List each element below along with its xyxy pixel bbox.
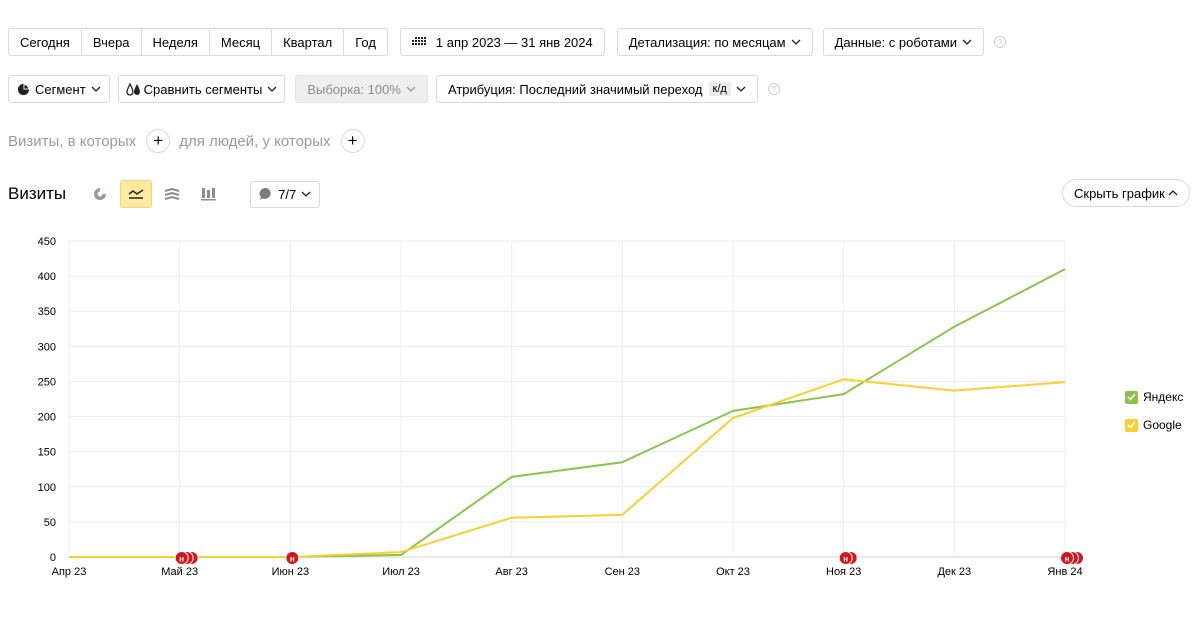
note-marker (174, 551, 189, 565)
data-label: Данные: с роботами (834, 34, 957, 50)
y-tick-label: 400 (38, 271, 56, 283)
note-marker (285, 551, 300, 565)
chevron-down-icon (962, 39, 972, 45)
visits-filter-label: Визиты, в которых (8, 132, 137, 150)
x-tick-label: Дек 23 (937, 566, 971, 578)
add-people-condition-button[interactable]: + (340, 129, 365, 153)
bar-chart-icon (200, 188, 216, 201)
comments-dropdown[interactable]: 7/7 (250, 180, 321, 208)
compare-segments-dropdown[interactable]: Сравнить сегменты (117, 75, 286, 103)
series-line-Яндекс (69, 268, 1066, 558)
view-pie-button[interactable] (84, 180, 116, 208)
chevron-down-icon (301, 191, 311, 197)
legend-label: Яндекс (1143, 390, 1184, 404)
period-month-button[interactable]: Месяц (210, 29, 273, 55)
checkbox-checked-icon (1125, 418, 1138, 432)
legend-item-yandex[interactable]: Яндекс (1125, 390, 1183, 404)
y-tick-label: 100 (38, 482, 56, 494)
y-tick-label: 0 (50, 552, 56, 564)
note-marker-label: н (843, 555, 848, 564)
sample-label: Выборка: 100% (307, 81, 401, 97)
x-tick-label: Сен 23 (605, 566, 640, 578)
pie-chart-icon (94, 188, 107, 200)
compare-label: Сравнить сегменты (143, 81, 263, 97)
add-visit-condition-button[interactable]: + (146, 129, 171, 153)
note-marker-label: н (1065, 555, 1070, 564)
period-today-button[interactable]: Сегодня (9, 29, 82, 55)
period-toolbar: Сегодня Вчера Неделя Месяц Квартал Год 1… (8, 28, 1006, 56)
x-tick-label: Ноя 23 (826, 566, 861, 578)
hide-chart-label: Скрыть график (1074, 185, 1165, 201)
date-range-button[interactable]: 1 апр 2023 — 31 янв 2024 (399, 28, 605, 56)
y-tick-label: 250 (38, 376, 56, 388)
chevron-down-icon (91, 86, 101, 92)
compare-drops-icon (126, 82, 140, 96)
detail-label: Детализация: по месяцам (628, 34, 786, 50)
hide-chart-button[interactable]: Скрыть график (1062, 179, 1190, 207)
y-tick-label: 450 (38, 236, 56, 248)
note-marker-label: н (179, 555, 184, 564)
data-dropdown[interactable]: Данные: с роботами (822, 28, 984, 56)
segment-dropdown[interactable]: Сегмент (8, 75, 110, 103)
people-filter-label: для людей, у которых (179, 132, 331, 150)
area-chart-icon (164, 187, 180, 200)
line-chart-icon (128, 189, 144, 199)
attribution-badge: к/д (708, 82, 731, 96)
y-tick-label: 300 (38, 341, 56, 353)
segment-toolbar: Сегмент Сравнить сегменты Выборка: 100% … (8, 75, 780, 103)
period-quarter-button[interactable]: Квартал (272, 29, 345, 55)
x-tick-label: Янв 24 (1047, 566, 1082, 578)
page-title: Визиты (8, 184, 67, 203)
period-year-button[interactable]: Год (355, 34, 376, 50)
attribution-dropdown[interactable]: Атрибуция: Последний значимый переход к/… (435, 75, 758, 103)
chevron-down-icon (791, 39, 801, 45)
x-tick-label: Июн 23 (272, 566, 310, 578)
note-marker (838, 551, 853, 565)
visits-chart: 0 50 100 150 200 250 300 350 400 450 Апр 23 Май 23 И… (0, 226, 1200, 596)
period-yesterday-button[interactable]: Вчера (82, 29, 142, 55)
chevron-down-icon (736, 86, 746, 92)
x-tick-label: Июл 23 (382, 566, 420, 578)
filter-row: Визиты, в которых + для людей, у которых… (8, 129, 374, 153)
y-tick-label: 200 (38, 412, 56, 424)
comment-icon (259, 187, 271, 200)
plus-icon: + (347, 131, 358, 150)
view-area-button[interactable] (156, 180, 188, 208)
chevron-down-icon (267, 86, 277, 92)
pie-segment-icon (17, 83, 30, 95)
legend-item-google[interactable]: Google (1125, 418, 1183, 432)
legend-label: Google (1143, 418, 1182, 432)
view-line-button[interactable] (120, 180, 153, 208)
calendar-grid-icon (411, 37, 426, 45)
attribution-label: Атрибуция: Последний значимый переход (447, 81, 703, 97)
segment-label: Сегмент (35, 81, 86, 97)
help-icon[interactable]: ? (994, 36, 1006, 48)
x-tick-label: Окт 23 (716, 566, 750, 578)
report-header: Визиты 7/7 (8, 180, 321, 208)
x-tick-label: Авг 23 (495, 566, 527, 578)
y-tick-label: 150 (38, 447, 56, 459)
checkbox-checked-icon (1125, 390, 1138, 404)
x-tick-label: Апр 23 (52, 566, 87, 578)
y-tick-label: 350 (38, 306, 56, 318)
line-chart-svg: 0 50 100 150 200 250 300 350 400 450 Апр 23 Май 23 И… (38, 236, 1084, 578)
chevron-up-icon (1168, 190, 1178, 196)
chevron-down-icon (406, 86, 416, 92)
plus-icon: + (153, 131, 164, 150)
view-bar-button[interactable] (192, 180, 224, 208)
period-week-button[interactable]: Неделя (142, 29, 210, 55)
date-range-label: 1 апр 2023 — 31 янв 2024 (435, 34, 593, 50)
series-line-Google (69, 378, 1066, 558)
detail-dropdown[interactable]: Детализация: по месяцам (616, 28, 813, 56)
help-icon[interactable]: ? (767, 83, 780, 95)
note-marker-label: н (290, 555, 295, 564)
note-marker (1060, 551, 1074, 565)
chart-legend: Яндекс Google (1125, 390, 1183, 446)
period-segmented: Сегодня Вчера Неделя Месяц Квартал Год (8, 28, 388, 56)
sample-dropdown[interactable]: Выборка: 100% (295, 75, 428, 103)
y-tick-label: 50 (44, 517, 56, 529)
x-tick-label: Май 23 (161, 566, 198, 578)
series-count: 7/7 (278, 186, 297, 202)
